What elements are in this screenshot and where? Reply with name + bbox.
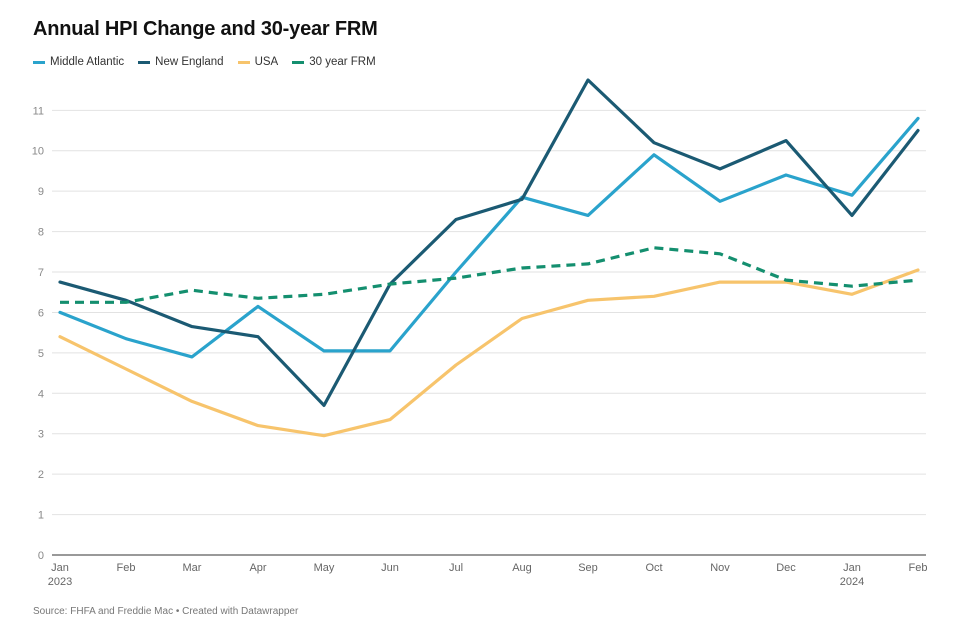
legend-item-middle-atlantic: Middle Atlantic xyxy=(33,56,124,68)
legend-label-new-england: New England xyxy=(155,56,224,68)
y-tick-label: 3 xyxy=(38,429,44,441)
source-note: Source: FHFA and Freddie Mac • Created w… xyxy=(33,606,299,617)
series-line-middle-atlantic xyxy=(58,116,920,359)
y-tick-label: 4 xyxy=(38,388,44,400)
x-year-label: 2023 xyxy=(48,576,72,588)
y-tick-label: 9 xyxy=(38,186,44,198)
y-tick-label: 6 xyxy=(38,307,44,319)
y-tick-label: 0 xyxy=(38,550,44,562)
y-tick-label: 1 xyxy=(38,510,44,522)
series-lines xyxy=(58,78,920,438)
legend-swatch-new-england xyxy=(138,60,151,64)
legend-item-30-year-frm: 30 year FRM xyxy=(292,56,376,68)
series-line-30-year-frm xyxy=(60,246,919,304)
x-tick-label: Mar xyxy=(183,562,202,574)
x-tick-label: Sep xyxy=(578,562,598,574)
x-tick-label: Apr xyxy=(249,562,266,574)
x-tick-label: Nov xyxy=(710,562,730,574)
y-tick-label: 2 xyxy=(38,469,44,481)
x-tick-label: Oct xyxy=(645,562,662,574)
y-tick-label: 8 xyxy=(38,227,44,239)
y-tick-label: 11 xyxy=(33,105,44,117)
x-tick-label: Jan xyxy=(51,562,69,574)
gridlines xyxy=(52,109,926,556)
x-tick-label: Jul xyxy=(449,562,463,574)
y-tick-label: 10 xyxy=(32,146,44,158)
y-axis-ticks: 0 1 2 3 4 5 6 7 8 9 10 11 xyxy=(32,105,44,562)
x-tick-label: Jan xyxy=(843,562,861,574)
legend-swatch-usa xyxy=(237,60,250,64)
legend-item-usa: USA xyxy=(237,56,279,68)
x-tick-label: Dec xyxy=(776,562,796,574)
legend-item-new-england: New England xyxy=(138,56,224,68)
series-line-usa xyxy=(58,268,920,438)
legend-label-middle-atlantic: Middle Atlantic xyxy=(50,56,125,68)
x-tick-label: Aug xyxy=(512,562,532,574)
legend-swatch-30-year-frm xyxy=(292,60,305,64)
legend-label-usa: USA xyxy=(254,56,279,68)
y-tick-label: 5 xyxy=(38,348,44,360)
x-year-label: 2024 xyxy=(840,576,864,588)
x-axis-ticks: Jan 2023 Feb Mar Apr May Jun Jul Aug Sep Oct Nov Dec… xyxy=(48,562,928,588)
x-tick-label: Jun xyxy=(381,562,399,574)
legend-label-30-year-frm: 30 year FRM xyxy=(309,56,376,68)
legend: Middle Atlantic New England USA 30 year … xyxy=(33,56,376,68)
series-line-new-england xyxy=(58,78,920,407)
x-tick-label: Feb xyxy=(117,562,136,574)
y-tick-label: 7 xyxy=(38,267,44,279)
x-tick-label: May xyxy=(314,562,335,574)
chart-title: Annual HPI Change and 30-year FRM xyxy=(33,18,378,40)
legend-swatch-middle-atlantic xyxy=(33,60,45,64)
x-tick-label: Feb xyxy=(909,562,928,574)
